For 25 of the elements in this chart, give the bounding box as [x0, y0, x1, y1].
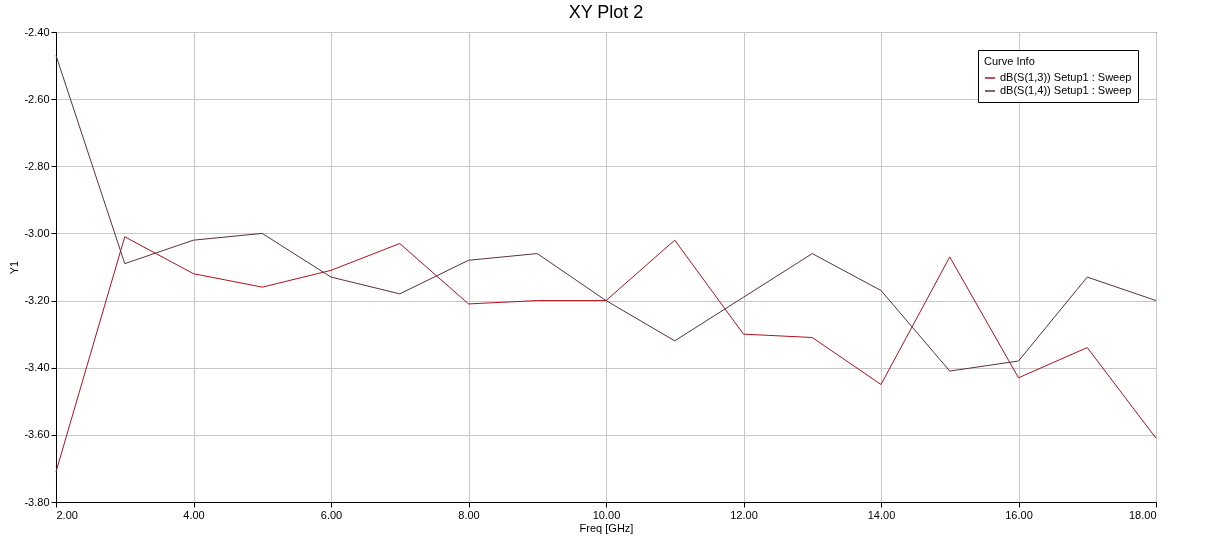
line-series	[55, 55, 1157, 372]
x-tick-label: 4.00	[183, 508, 205, 521]
legend-label: dB(S(1,3)) Setup1 : Sweep	[1000, 71, 1132, 83]
x-tick-label: 14.00	[867, 508, 896, 521]
chart-title: XY Plot 2	[568, 2, 644, 22]
line-series	[55, 236, 1157, 473]
x-tick-label: 16.00	[1005, 508, 1033, 521]
y-tick-label: -3.20	[24, 294, 50, 307]
y-tick-label: -2.80	[24, 159, 50, 172]
x-tick-label: 2.00	[56, 508, 78, 521]
x-tick-label: 6.00	[320, 508, 343, 521]
y-tick-label: -3.40	[24, 361, 50, 374]
y-tick-label: -2.40	[24, 25, 50, 38]
y-tick-label: -3.60	[24, 428, 50, 441]
legend-title: Curve Info	[984, 55, 1035, 67]
x-tick-label: 8.00	[458, 508, 480, 521]
x-tick-label: 12.00	[730, 508, 758, 521]
y-axis-title: Y1	[8, 260, 21, 275]
legend-label: dB(S(1,4)) Setup1 : Sweep	[1000, 84, 1132, 96]
x-tick-label: 18.00	[1128, 508, 1157, 521]
y-tick-label: -3.00	[24, 226, 50, 239]
x-axis-title: Freq [GHz]	[579, 521, 634, 534]
y-tick-label: -3.80	[24, 495, 50, 508]
x-tick-label: 10.00	[592, 508, 621, 521]
y-tick-label: -2.60	[24, 92, 50, 105]
